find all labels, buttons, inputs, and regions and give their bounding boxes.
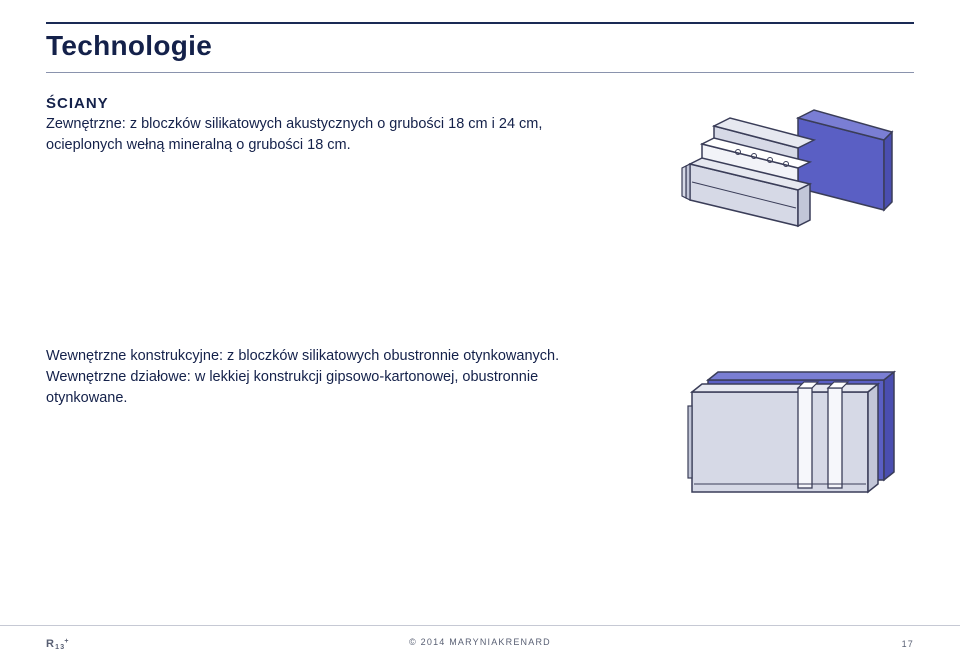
- logo-sub: 13: [55, 644, 65, 651]
- walls-exterior-text: Zewnętrzne: z bloczków silikatowych akus…: [46, 114, 566, 156]
- exterior-wall-illustration: [678, 100, 898, 240]
- footer-logo: R13+: [46, 638, 71, 650]
- page-footer: R13+ © 2014 MARYNIAKRENARD 17: [0, 625, 960, 661]
- page-title: Technologie: [46, 30, 914, 62]
- walls-interior-partition-text: Wewnętrzne działowe: w lekkiej konstrukc…: [46, 367, 566, 409]
- walls-interior-structural-text: Wewnętrzne konstrukcyjne: z bloczków sil…: [46, 346, 566, 367]
- logo-letter: R: [46, 638, 55, 650]
- top-rule: [46, 22, 914, 24]
- sub-rule: [46, 72, 914, 73]
- logo-sup: +: [64, 638, 69, 645]
- footer-copyright: © 2014 MARYNIAKRENARD: [409, 637, 551, 647]
- footer-page-number: 17: [902, 639, 914, 649]
- interior-wall-illustration: [678, 366, 898, 506]
